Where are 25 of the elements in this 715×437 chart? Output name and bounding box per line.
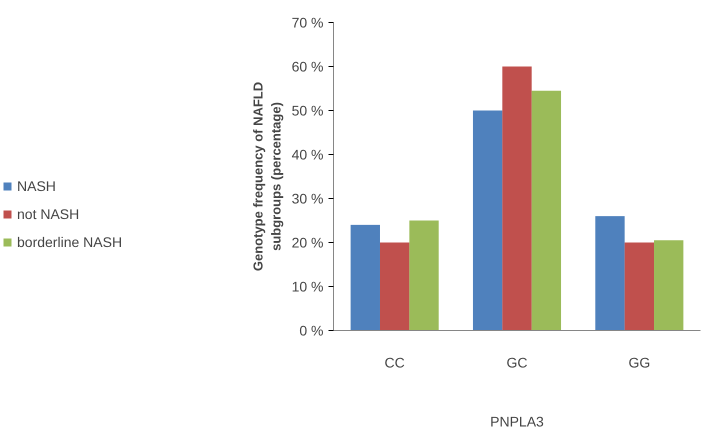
y-tick-label: 60 % [292, 58, 324, 74]
x-axis-title: PNPLA3 [490, 414, 544, 430]
bar [380, 242, 410, 330]
y-tick-label: 50 % [292, 102, 324, 118]
bar [472, 110, 502, 330]
bar [654, 240, 684, 330]
bar [350, 224, 380, 330]
bar [624, 242, 654, 330]
y-tick-label: 30 % [292, 190, 324, 206]
x-tick-label: CC [384, 354, 405, 370]
x-tick-label: GC [506, 354, 528, 370]
x-tick-label: GG [628, 354, 650, 370]
legend-label: NASH [17, 178, 56, 194]
bar [502, 66, 532, 330]
y-tick-label: 40 % [292, 146, 324, 162]
legend-label: borderline NASH [17, 234, 122, 250]
y-tick-label: 20 % [292, 234, 324, 250]
y-tick-label: 10 % [292, 278, 324, 294]
y-tick-label: 0 % [299, 322, 324, 338]
legend-label: not NASH [17, 206, 80, 222]
y-tick-label: 70 % [292, 14, 324, 30]
y-axis-title: Genotype frequency of NAFLD subgroups (percentage) [250, 82, 284, 272]
bar [409, 220, 439, 330]
bar [595, 216, 625, 330]
bar [532, 90, 562, 330]
